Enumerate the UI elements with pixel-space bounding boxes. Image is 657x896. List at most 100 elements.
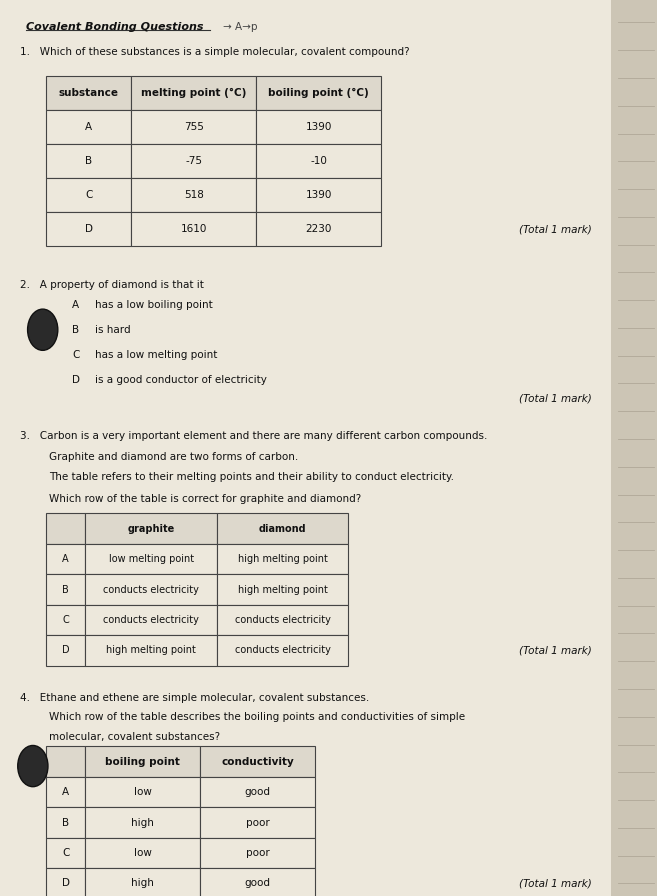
Text: high melting point: high melting point: [106, 645, 196, 656]
Text: -75: -75: [185, 156, 202, 167]
Bar: [46, 838, 85, 868]
Bar: [217, 513, 348, 544]
Text: D: D: [62, 878, 70, 889]
Bar: [256, 144, 381, 178]
Bar: [256, 110, 381, 144]
Text: Covalent Bonding Questions: Covalent Bonding Questions: [26, 22, 204, 31]
Text: 1.   Which of these substances is a simple molecular, covalent compound?: 1. Which of these substances is a simple…: [20, 47, 409, 57]
Bar: [131, 144, 256, 178]
Text: good: good: [245, 878, 271, 889]
Text: C: C: [62, 615, 69, 625]
Bar: [256, 178, 381, 212]
Text: (Total 1 mark): (Total 1 mark): [518, 645, 591, 656]
Text: conducts electricity: conducts electricity: [103, 584, 199, 595]
Text: A: A: [85, 122, 92, 133]
Bar: [85, 605, 217, 635]
Text: conducts electricity: conducts electricity: [235, 615, 330, 625]
Text: A: A: [62, 554, 69, 564]
Bar: [46, 544, 85, 574]
Text: B: B: [72, 325, 79, 335]
Text: Which row of the table is correct for graphite and diamond?: Which row of the table is correct for gr…: [49, 494, 361, 504]
Text: D: D: [62, 645, 70, 656]
Text: poor: poor: [246, 817, 270, 828]
Bar: [200, 807, 315, 838]
Text: 2.   A property of diamond is that it: 2. A property of diamond is that it: [20, 280, 204, 290]
Text: 755: 755: [184, 122, 204, 133]
Bar: [200, 868, 315, 896]
Text: 2230: 2230: [306, 224, 332, 235]
Text: B: B: [62, 817, 69, 828]
Bar: [256, 212, 381, 246]
Text: substance: substance: [58, 88, 119, 99]
Bar: [85, 746, 200, 777]
Bar: [131, 76, 256, 110]
Text: B: B: [85, 156, 92, 167]
Bar: [217, 574, 348, 605]
Text: boiling point (°C): boiling point (°C): [268, 88, 369, 99]
Text: boiling point: boiling point: [106, 756, 180, 767]
Bar: [85, 868, 200, 896]
Bar: [46, 605, 85, 635]
Bar: [85, 807, 200, 838]
Text: conductivity: conductivity: [221, 756, 294, 767]
Text: good: good: [245, 787, 271, 797]
Text: high melting point: high melting point: [238, 584, 327, 595]
Bar: [200, 777, 315, 807]
Text: 1390: 1390: [306, 190, 332, 201]
Text: poor: poor: [246, 848, 270, 858]
Text: has a low melting point: has a low melting point: [95, 350, 217, 360]
Text: is hard: is hard: [95, 325, 131, 335]
Text: 518: 518: [184, 190, 204, 201]
Text: conducts electricity: conducts electricity: [103, 615, 199, 625]
Bar: [85, 574, 217, 605]
Bar: [85, 544, 217, 574]
Bar: [131, 212, 256, 246]
Text: → A→p: → A→p: [223, 22, 258, 31]
Circle shape: [28, 309, 58, 350]
Text: (Total 1 mark): (Total 1 mark): [518, 224, 591, 235]
Text: 1610: 1610: [181, 224, 207, 235]
Bar: [131, 110, 256, 144]
Bar: [217, 544, 348, 574]
Text: melting point (°C): melting point (°C): [141, 88, 246, 99]
Circle shape: [18, 745, 48, 787]
Text: low melting point: low melting point: [108, 554, 194, 564]
Text: C: C: [85, 190, 93, 201]
Text: A: A: [62, 787, 69, 797]
Text: -10: -10: [310, 156, 327, 167]
Text: D: D: [85, 224, 93, 235]
Bar: [85, 513, 217, 544]
Text: low: low: [134, 848, 152, 858]
Bar: [200, 746, 315, 777]
Text: (Total 1 mark): (Total 1 mark): [518, 878, 591, 889]
Text: (Total 1 mark): (Total 1 mark): [518, 393, 591, 403]
Text: C: C: [72, 350, 79, 360]
Bar: [85, 635, 217, 666]
Bar: [46, 76, 131, 110]
Bar: [217, 635, 348, 666]
Bar: [46, 513, 85, 544]
Bar: [46, 110, 131, 144]
Text: has a low boiling point: has a low boiling point: [95, 300, 213, 310]
Text: graphite: graphite: [127, 523, 175, 534]
Bar: [46, 868, 85, 896]
Bar: [85, 838, 200, 868]
Text: high: high: [131, 878, 154, 889]
Bar: [46, 807, 85, 838]
Text: diamond: diamond: [259, 523, 306, 534]
Text: low: low: [134, 787, 152, 797]
Text: The table refers to their melting points and their ability to conduct electricit: The table refers to their melting points…: [49, 472, 454, 482]
Text: high: high: [131, 817, 154, 828]
FancyBboxPatch shape: [0, 0, 611, 896]
Bar: [46, 574, 85, 605]
Text: is a good conductor of electricity: is a good conductor of electricity: [95, 375, 267, 385]
Bar: [85, 777, 200, 807]
Text: conducts electricity: conducts electricity: [235, 645, 330, 656]
Text: D: D: [72, 375, 80, 385]
Text: B: B: [62, 584, 69, 595]
Text: A: A: [72, 300, 79, 310]
Text: 4.   Ethane and ethene are simple molecular, covalent substances.: 4. Ethane and ethene are simple molecula…: [20, 693, 369, 702]
Bar: [256, 76, 381, 110]
Text: C: C: [62, 848, 70, 858]
Text: high melting point: high melting point: [238, 554, 327, 564]
